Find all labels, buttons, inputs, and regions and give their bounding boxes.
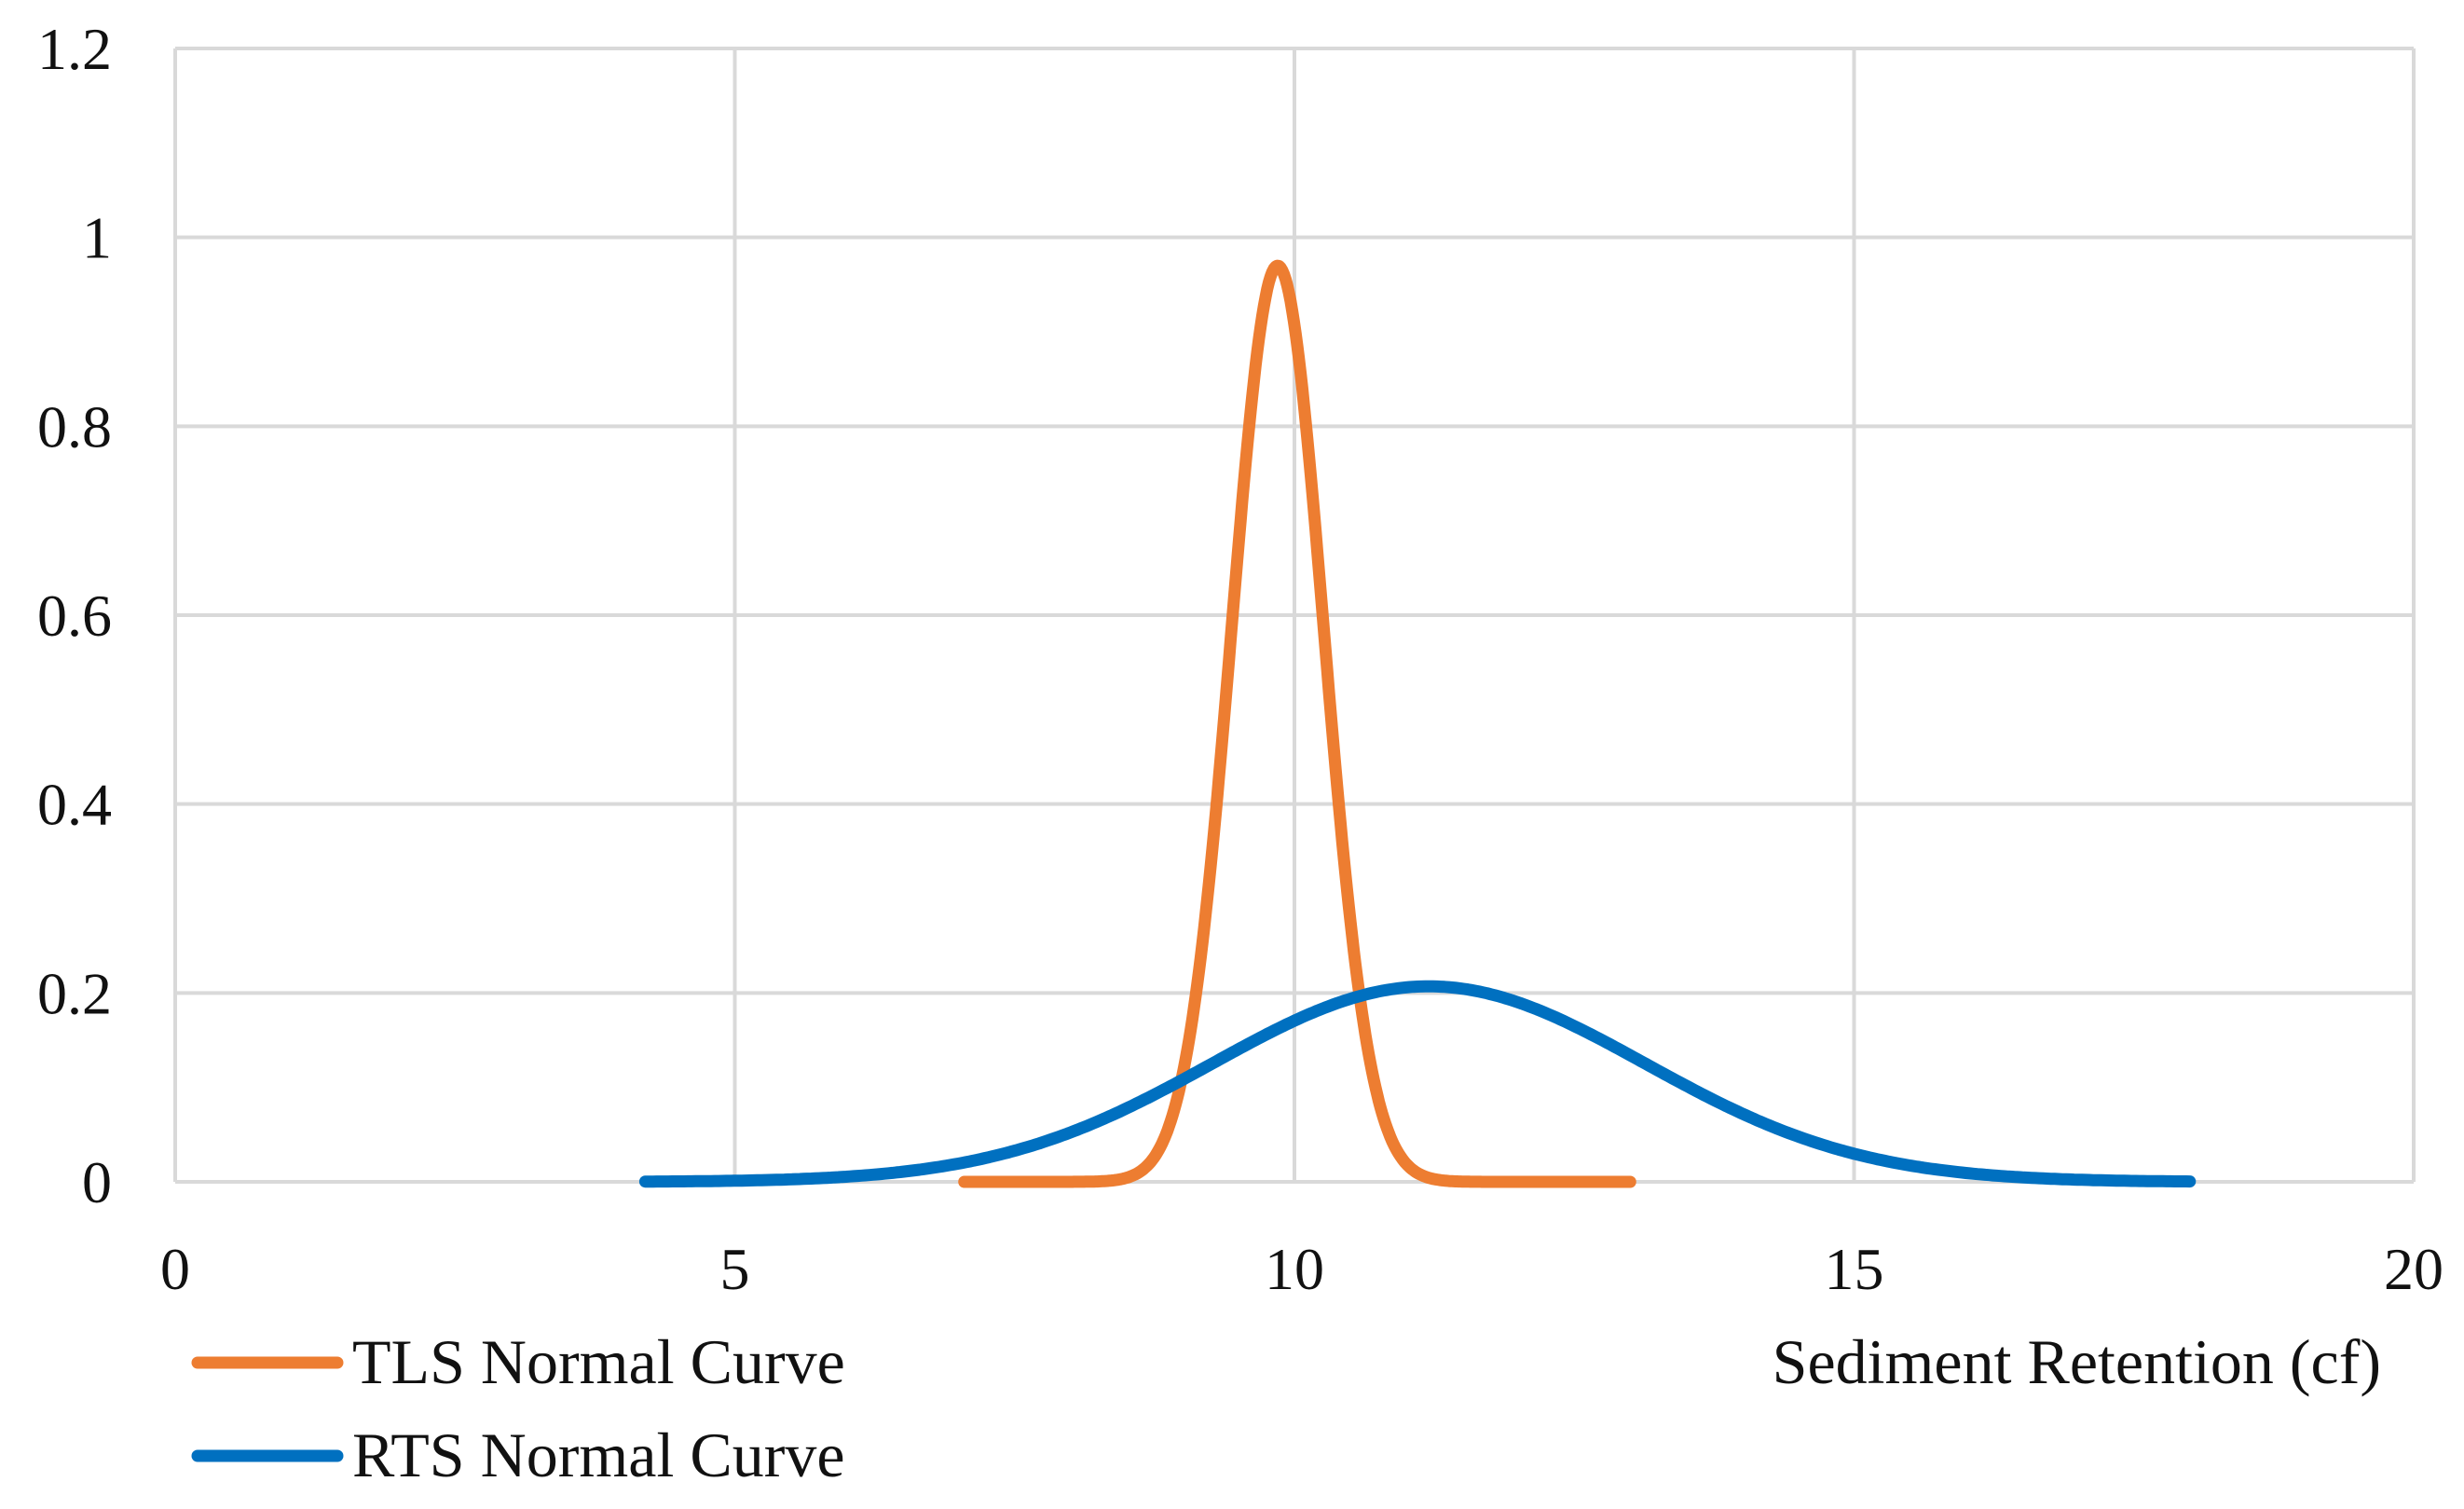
legend-label: RTS Normal Curve xyxy=(352,1420,845,1490)
x-axis-title: Sediment Retention (cf) xyxy=(1773,1326,2381,1397)
y-tick-label: 0.2 xyxy=(37,960,112,1026)
y-tick-label: 0.4 xyxy=(37,772,112,838)
x-tick-label: 20 xyxy=(2384,1236,2443,1302)
grid xyxy=(173,47,2416,1184)
y-tick-label: 0 xyxy=(82,1149,112,1215)
x-tick-label: 0 xyxy=(160,1236,190,1302)
series-layer xyxy=(638,259,2197,1188)
y-tick-label: 0.8 xyxy=(37,393,112,460)
y-tick-label: 1.2 xyxy=(37,16,112,82)
legend-label: TLS Normal Curve xyxy=(352,1326,845,1397)
x-axis-ticks: 0 5 10 15 20 xyxy=(160,1236,2443,1302)
x-tick-label: 10 xyxy=(1265,1236,1324,1302)
x-tick-label: 15 xyxy=(1825,1236,1884,1302)
legend: TLS Normal Curve RTS Normal Curve xyxy=(191,1326,845,1490)
y-tick-label: 0.6 xyxy=(37,583,112,649)
series-line-rts xyxy=(638,980,2197,1188)
x-tick-label: 5 xyxy=(720,1236,750,1302)
y-axis-ticks: 0 0.2 0.4 0.6 0.8 1 1.2 xyxy=(37,16,112,1215)
series-line-tls xyxy=(958,259,1636,1188)
y-tick-label: 1 xyxy=(82,205,112,271)
